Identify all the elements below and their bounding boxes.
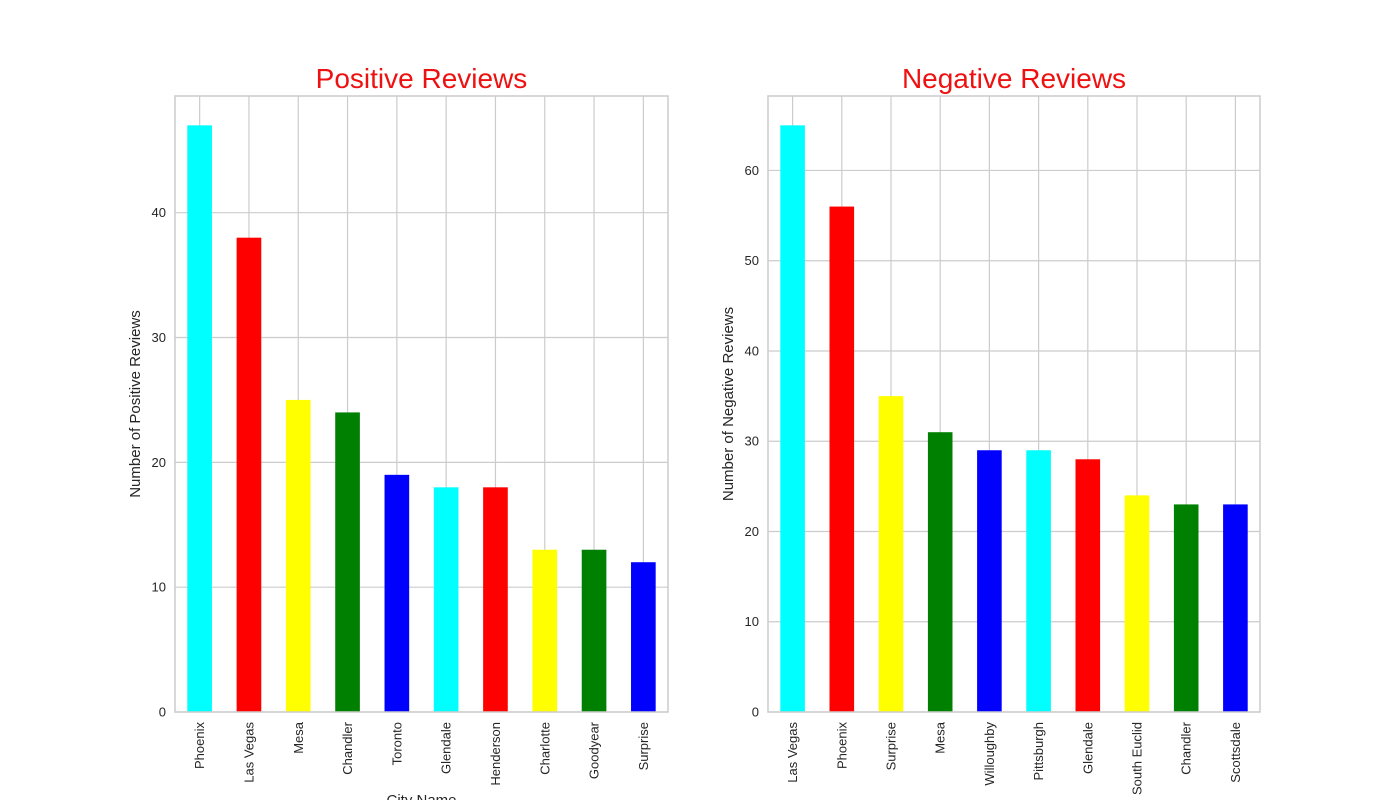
positive-bar-glendale xyxy=(433,487,459,712)
positive-xtick-label: Henderson xyxy=(488,722,503,786)
positive-bar-charlotte xyxy=(532,549,558,712)
negative-y-axis-label: Number of Negative Reviews xyxy=(720,307,737,501)
negative-ytick-label: 30 xyxy=(745,434,759,449)
negative-bar-scottsdale xyxy=(1223,504,1248,712)
positive-ytick-label: 10 xyxy=(152,580,166,595)
positive-bar-henderson xyxy=(483,487,508,712)
negative-xtick-label: Mesa xyxy=(933,721,948,754)
positive-xtick-label: Goodyear xyxy=(587,721,602,779)
negative-ytick-label: 40 xyxy=(745,343,759,358)
negative-bar-pittsburgh xyxy=(1026,450,1051,712)
positive-xtick-label: Glendale xyxy=(439,722,454,774)
negative-bar-las-vegas xyxy=(780,125,805,713)
positive-plot-frame xyxy=(174,95,669,713)
negative-chart-title: Negative Reviews xyxy=(902,63,1126,94)
positive-xtick-label: Toronto xyxy=(389,722,404,765)
negative-xtick-label: Scottsdale xyxy=(1228,722,1243,783)
negative-bar-surprise xyxy=(878,396,904,712)
positive-x-axis-label: City Name xyxy=(386,792,456,800)
negative-reviews-chart: 0 10 20 30 40 50 60 Las Vegas Phoenix Surprise Mes… xyxy=(720,63,1261,795)
positive-ytick-label: 0 xyxy=(159,705,166,720)
negative-ytick-label: 20 xyxy=(745,524,759,539)
positive-ytick-label: 40 xyxy=(152,205,166,220)
positive-bar-surprise xyxy=(631,562,656,712)
positive-ytick-label: 30 xyxy=(152,330,166,345)
positive-reviews-chart: 0 10 20 30 40 Phoenix Las Vegas Mesa Chandler Tor… xyxy=(127,63,669,800)
positive-chart-title: Positive Reviews xyxy=(316,63,528,94)
positive-xtick-label: Charlotte xyxy=(537,722,552,775)
positive-bar-toronto xyxy=(384,474,410,712)
negative-bar-mesa xyxy=(927,432,953,712)
positive-bar-las-vegas xyxy=(236,237,262,712)
negative-bar-chandler xyxy=(1173,504,1199,712)
negative-xtick-label: Surprise xyxy=(884,722,899,770)
positive-y-axis-label: Number of Positive Reviews xyxy=(127,310,144,498)
negative-xtick-label: Phoenix xyxy=(834,722,849,769)
positive-xtick-label: Phoenix xyxy=(192,722,207,769)
negative-bar-phoenix xyxy=(829,206,855,713)
positive-bar-chandler xyxy=(335,412,360,712)
positive-bar-mesa xyxy=(285,399,311,712)
positive-ytick-label: 20 xyxy=(152,455,166,470)
negative-ytick-label: 10 xyxy=(745,614,759,629)
negative-xtick-label: Pittsburgh xyxy=(1031,722,1046,781)
negative-bar-glendale xyxy=(1075,459,1101,712)
positive-xtick-label: Surprise xyxy=(636,722,651,770)
negative-plot-frame xyxy=(767,95,1261,713)
positive-xtick-label: Las Vegas xyxy=(241,722,256,783)
negative-ytick-label: 50 xyxy=(745,253,759,268)
negative-xtick-label: Las Vegas xyxy=(785,722,800,783)
negative-bar-south-euclid xyxy=(1124,495,1150,712)
negative-bar-willoughby xyxy=(977,450,1002,712)
negative-ytick-label: 60 xyxy=(745,163,759,178)
negative-xtick-label: South Euclid xyxy=(1130,722,1145,795)
positive-bar-phoenix xyxy=(187,125,212,713)
positive-xtick-label: Chandler xyxy=(340,721,355,774)
positive-bar-goodyear xyxy=(581,549,607,712)
positive-xtick-label: Mesa xyxy=(291,721,306,754)
negative-xtick-label: Willoughby xyxy=(982,722,997,786)
negative-xtick-label: Chandler xyxy=(1179,721,1194,774)
negative-xtick-label: Glendale xyxy=(1080,722,1095,774)
negative-ytick-label: 0 xyxy=(752,705,759,720)
